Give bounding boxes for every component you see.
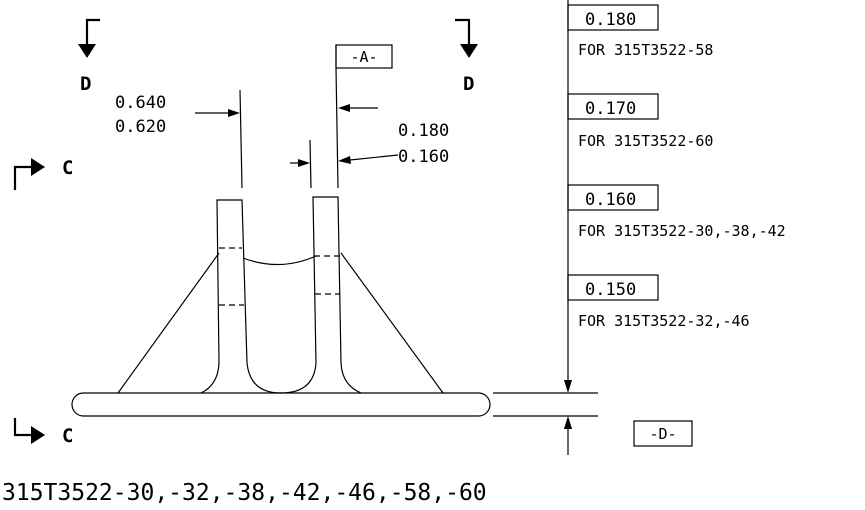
right-gusset: [340, 252, 444, 394]
part-numbers: 315T3522-30,-32,-38,-42,-46,-58,-60: [2, 480, 487, 506]
thickness-extension-line-left: [309, 139, 312, 189]
inner-fillet: [246, 362, 317, 394]
section-c-top-arrow: [13, 158, 45, 190]
top-web-curve: [242, 255, 317, 266]
section-c-top-label: C: [62, 157, 73, 179]
datum-d-box: -D-: [633, 420, 693, 447]
height-note-4: FOR 315T3522-32,-46: [578, 312, 750, 330]
thickness-extension-line-right: [335, 67, 339, 189]
height-value-4: 0.150: [585, 280, 636, 300]
section-d-right-label: D: [463, 73, 474, 95]
left-gusset: [117, 252, 220, 394]
datum-a-box: -A-: [335, 44, 393, 69]
section-d-left-label: D: [80, 73, 91, 95]
section-d-left-arrow: [78, 18, 100, 58]
height-note-2: FOR 315T3522-60: [578, 132, 713, 150]
height-note-1: FOR 315T3522-58: [578, 41, 713, 59]
base-plate: [71, 392, 491, 417]
thickness-min-text: 0.160: [398, 147, 449, 167]
height-value-3: 0.160: [585, 190, 636, 210]
section-d-right-arrow: [455, 18, 478, 58]
thickness-max-text: 0.180: [398, 121, 449, 141]
part-outline: [71, 196, 491, 417]
thickness-dimension-arrows: [290, 104, 399, 167]
datum-a-label: -A-: [350, 48, 377, 66]
section-c-bottom-label: C: [62, 425, 73, 447]
height-value-2: 0.170: [585, 99, 636, 119]
width-dimension-arrow: [195, 109, 240, 117]
width-max-text: 0.640: [115, 93, 166, 113]
height-option-4: 0.150 FOR 315T3522-32,-46: [567, 274, 750, 330]
height-value-1: 0.180: [585, 10, 636, 30]
height-dimension: [493, 0, 598, 455]
right-leg: [312, 196, 362, 394]
width-min-text: 0.620: [115, 117, 166, 137]
height-note-3: FOR 315T3522-30,-38,-42: [578, 222, 786, 240]
width-extension-line: [239, 89, 243, 189]
height-option-3: 0.160 FOR 315T3522-30,-38,-42: [567, 184, 786, 240]
height-option-1: 0.180 FOR 315T3522-58: [567, 4, 713, 59]
left-leg: [200, 199, 248, 394]
datum-d-label: -D-: [649, 425, 676, 443]
height-option-2: 0.170 FOR 315T3522-60: [567, 93, 713, 150]
section-c-bottom-arrow: [13, 418, 45, 444]
